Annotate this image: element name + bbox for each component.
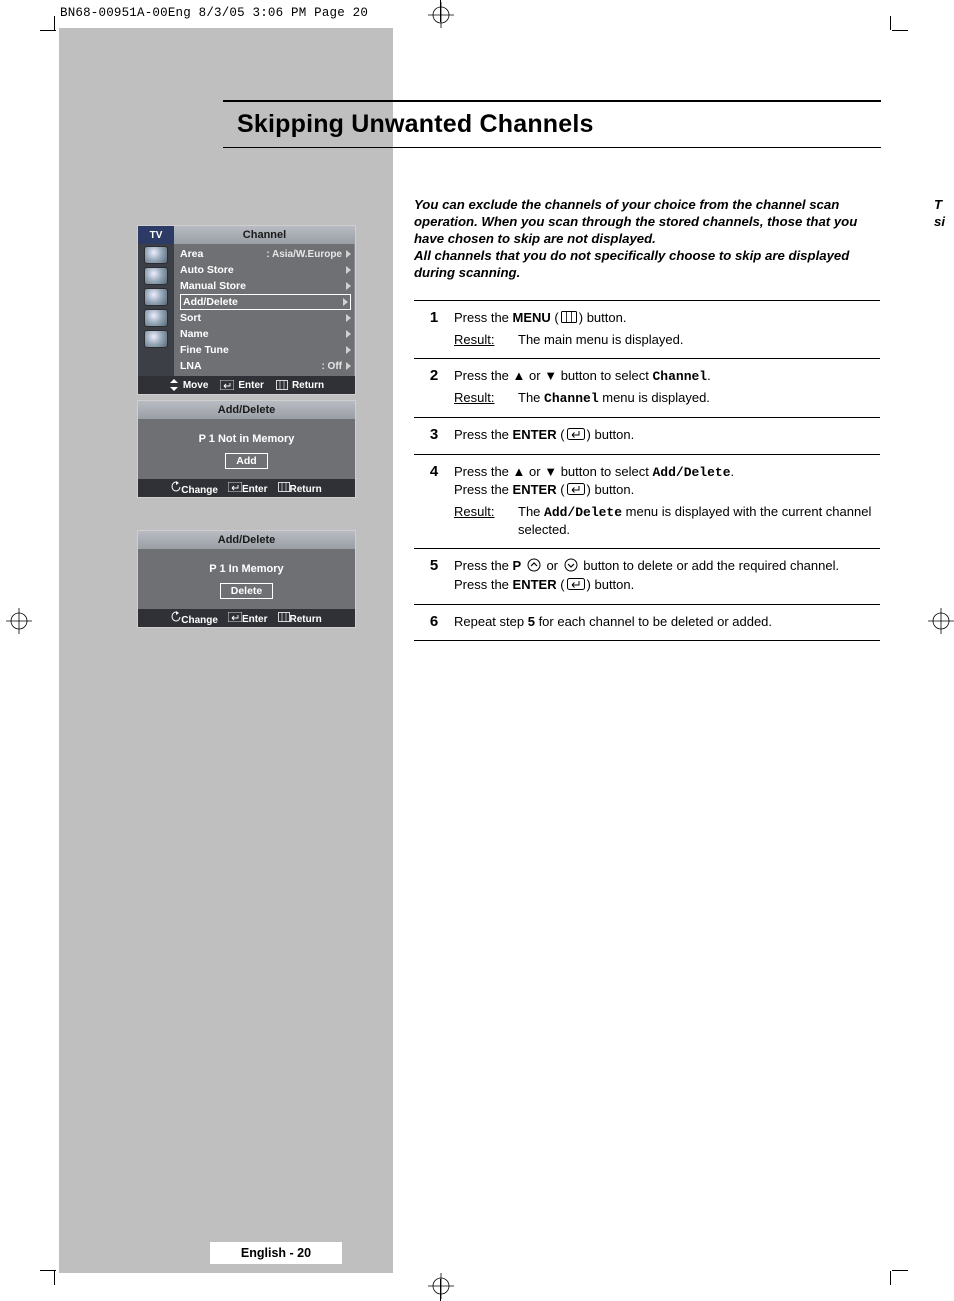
osd-menu-list: Area: Asia/W.EuropeAuto StoreManual Stor… <box>174 244 355 376</box>
osd-menu-row: Fine Tune <box>180 342 351 358</box>
osd-footer: Move Enter Return <box>138 376 355 394</box>
step: 2Press the ▲ or ▼ button to select Chann… <box>414 359 880 418</box>
osd-add-delete-not-in-memory: Add/Delete P 1 Not in Memory Add Change … <box>137 400 356 498</box>
osd-footer-change: Change <box>181 485 218 496</box>
enter-icon <box>228 612 242 622</box>
step: 1Press the MENU () button.Result:The mai… <box>414 301 880 359</box>
section-title: Skipping Unwanted Channels <box>223 102 883 147</box>
osd-footer-move: Move <box>183 380 209 391</box>
return-icon <box>276 380 288 390</box>
osd-delete-button: Delete <box>220 583 274 599</box>
osd-sidebar-icon <box>144 246 168 264</box>
section-title-block: Skipping Unwanted Channels <box>223 100 883 148</box>
print-job-header: BN68-00951A-00Eng 8/3/05 3:06 PM Page 20 <box>60 6 368 20</box>
osd-channel-menu: TV Channel Area: Asia/W.EuropeAuto Store… <box>137 225 356 395</box>
osd-status-text: P 1 In Memory <box>138 563 355 575</box>
osd-status-text: P 1 Not in Memory <box>138 433 355 445</box>
osd-title: Add/Delete <box>138 401 355 419</box>
updown-icon <box>169 379 179 391</box>
step: 3Press the ENTER () button. <box>414 418 880 455</box>
enter-button-icon <box>567 577 585 594</box>
osd-menu-row: Sort <box>180 310 351 326</box>
enter-icon <box>228 482 242 492</box>
osd-menu-row: Name <box>180 326 351 342</box>
registration-mark-top <box>428 2 454 28</box>
registration-mark-bottom <box>428 1273 454 1299</box>
osd-footer: Change Enter Return <box>138 609 355 627</box>
step: 6Repeat step 5 for each channel to be de… <box>414 605 880 641</box>
osd-menu-row: Manual Store <box>180 278 351 294</box>
change-icon <box>171 481 181 493</box>
osd-footer: Change Enter Return <box>138 479 355 497</box>
osd-sidebar-icon <box>144 330 168 348</box>
osd-footer-change: Change <box>181 615 218 626</box>
enter-button-icon <box>567 482 585 499</box>
osd-menu-row: Auto Store <box>180 262 351 278</box>
osd-add-button: Add <box>225 453 267 469</box>
change-icon <box>171 611 181 623</box>
registration-mark-right <box>928 608 954 634</box>
osd-add-delete-in-memory: Add/Delete P 1 In Memory Delete Change E… <box>137 530 356 628</box>
bleed-text-right: Tsi <box>934 196 945 230</box>
osd-footer-enter: Enter <box>242 614 268 625</box>
osd-sidebar-icon <box>144 288 168 306</box>
osd-footer-enter: Enter <box>242 484 268 495</box>
step: 4Press the ▲ or ▼ button to select Add/D… <box>414 455 880 549</box>
menu-button-icon <box>561 310 577 327</box>
osd-title: Add/Delete <box>138 531 355 549</box>
osd-sidebar-icons <box>138 244 174 376</box>
osd-footer-enter: Enter <box>238 380 264 391</box>
return-icon <box>278 482 290 492</box>
osd-sidebar-icon <box>144 309 168 327</box>
osd-sidebar-icon <box>144 267 168 285</box>
p-down-icon <box>564 558 578 576</box>
p-up-icon <box>527 558 541 576</box>
osd-footer-return: Return <box>292 380 324 391</box>
step: 5Press the P or button to delete or add … <box>414 549 880 605</box>
osd-footer-return: Return <box>290 484 322 495</box>
osd-tv-label: TV <box>138 226 174 244</box>
steps-list: 1Press the MENU () button.Result:The mai… <box>414 300 880 641</box>
osd-title: Channel <box>174 226 355 244</box>
print-sheet: BN68-00951A-00Eng 8/3/05 3:06 PM Page 20… <box>0 0 954 1301</box>
osd-menu-row: LNA: Off <box>180 358 351 374</box>
intro-paragraph: You can exclude the channels of your cho… <box>414 196 880 281</box>
registration-mark-left <box>6 608 32 634</box>
osd-menu-row: Area: Asia/W.Europe <box>180 246 351 262</box>
osd-menu-row: Add/Delete <box>180 294 351 310</box>
enter-button-icon <box>567 427 585 444</box>
page-footer: English - 20 <box>210 1242 342 1264</box>
return-icon <box>278 612 290 622</box>
osd-footer-return: Return <box>290 614 322 625</box>
enter-icon <box>220 380 234 390</box>
